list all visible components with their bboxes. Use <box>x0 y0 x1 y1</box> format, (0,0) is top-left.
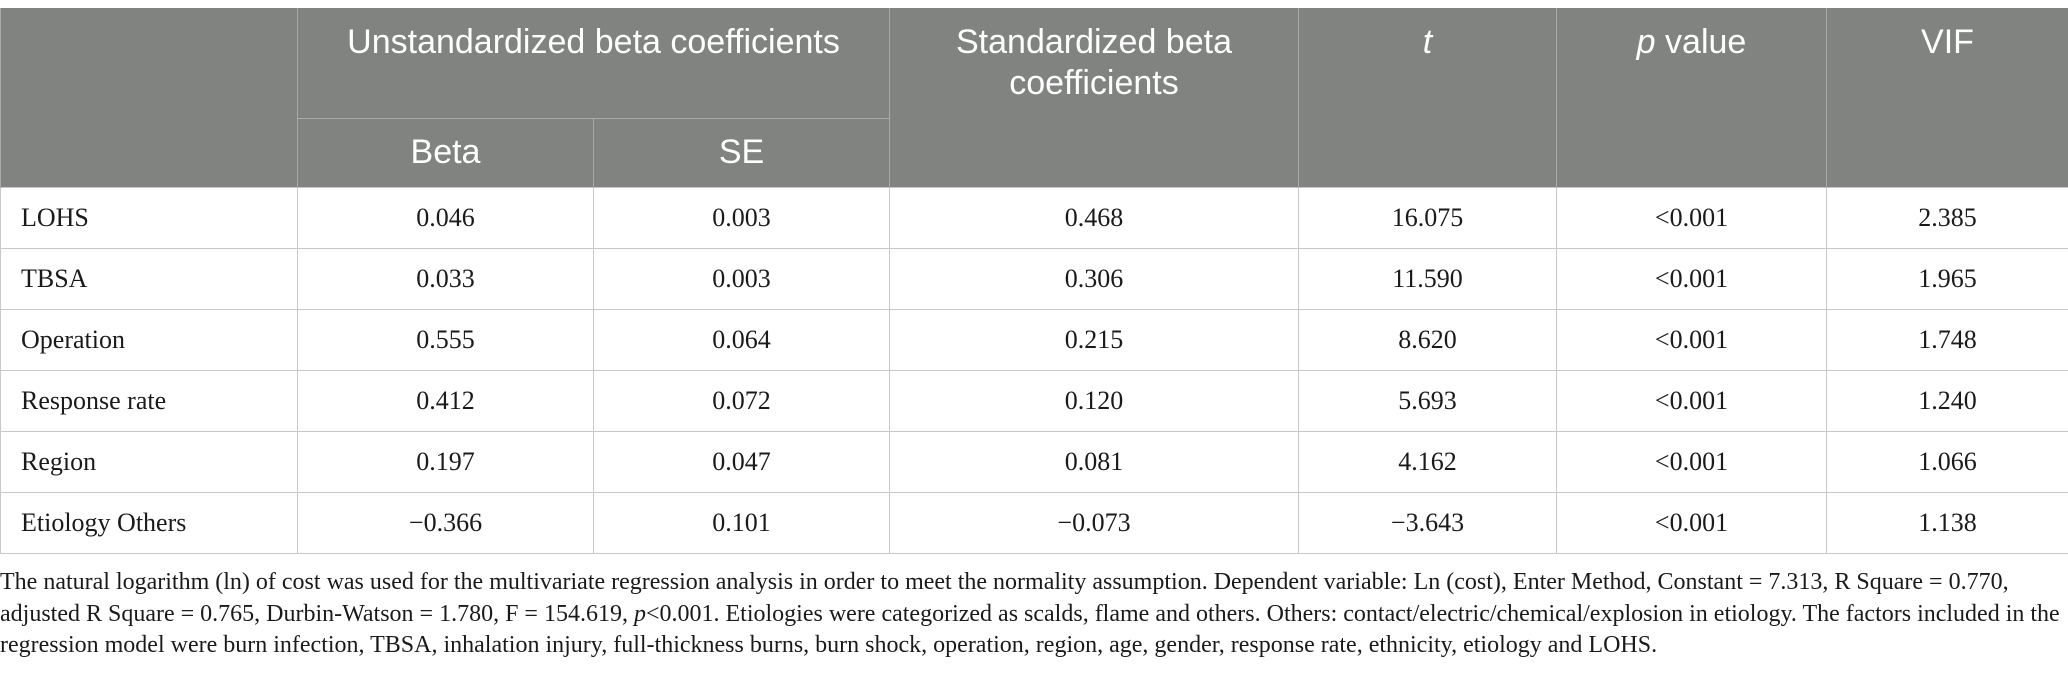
cell-standardized: 0.120 <box>889 369 1299 432</box>
footnote-p-italic: p <box>633 600 646 627</box>
cell-beta: −0.366 <box>297 491 594 554</box>
cell-p: <0.001 <box>1556 430 1827 493</box>
cell-vif: 1.066 <box>1826 430 2068 493</box>
cell-se: 0.003 <box>593 186 890 249</box>
cell-vif: 1.965 <box>1826 247 2068 310</box>
row-label: Operation <box>0 308 298 371</box>
cell-se: 0.047 <box>593 430 890 493</box>
cell-p: <0.001 <box>1556 491 1827 554</box>
row-label: Region <box>0 430 298 493</box>
table-row: Etiology Others −0.366 0.101 −0.073 −3.6… <box>0 491 2068 554</box>
cell-vif: 1.138 <box>1826 491 2068 554</box>
cell-vif: 2.385 <box>1826 186 2068 249</box>
cell-beta: 0.555 <box>297 308 594 371</box>
cell-t: 5.693 <box>1298 369 1557 432</box>
footnote-text: The natural logarithm (ln) of cost was u… <box>0 567 2068 662</box>
header-t-label: t <box>1422 23 1433 61</box>
table-row: LOHS 0.046 0.003 0.468 16.075 <0.001 2.3… <box>0 186 2068 249</box>
regression-table-container: Unstandardized beta coefficients Standar… <box>0 8 2068 554</box>
header-p-italic: p <box>1636 23 1656 61</box>
cell-beta: 0.197 <box>297 430 594 493</box>
row-label: Etiology Others <box>0 491 298 554</box>
cell-p: <0.001 <box>1556 247 1827 310</box>
header-corner-cell <box>0 8 298 187</box>
cell-vif: 1.748 <box>1826 308 2068 371</box>
table-footnote: The natural logarithm (ln) of cost was u… <box>0 567 2068 662</box>
cell-t: 4.162 <box>1298 430 1557 493</box>
table-header: Unstandardized beta coefficients Standar… <box>0 8 2068 187</box>
cell-p: <0.001 <box>1556 369 1827 432</box>
header-p-rest: value <box>1655 23 1747 61</box>
cell-standardized: 0.468 <box>889 186 1299 249</box>
header-standardized: Standardized beta coefficients <box>889 8 1299 187</box>
table-row: Response rate 0.412 0.072 0.120 5.693 <0… <box>0 369 2068 432</box>
header-se: SE <box>593 117 890 187</box>
cell-beta: 0.412 <box>297 369 594 432</box>
table-row: Region 0.197 0.047 0.081 4.162 <0.001 1.… <box>0 430 2068 493</box>
cell-p: <0.001 <box>1556 186 1827 249</box>
row-label: Response rate <box>0 369 298 432</box>
cell-standardized: 0.081 <box>889 430 1299 493</box>
cell-t: 8.620 <box>1298 308 1557 371</box>
header-beta: Beta <box>297 117 594 187</box>
header-unstandardized: Unstandardized beta coefficients <box>297 8 890 118</box>
header-p-value: p value <box>1556 8 1827 187</box>
footnote-part1: The natural logarithm (ln) of cost was u… <box>0 569 2009 627</box>
cell-beta: 0.033 <box>297 247 594 310</box>
cell-t: 11.590 <box>1298 247 1557 310</box>
cell-beta: 0.046 <box>297 186 594 249</box>
row-label: LOHS <box>0 186 298 249</box>
regression-table: Unstandardized beta coefficients Standar… <box>0 8 2068 554</box>
cell-p: <0.001 <box>1556 308 1827 371</box>
header-t: t <box>1298 8 1557 187</box>
table-body: LOHS 0.046 0.003 0.468 16.075 <0.001 2.3… <box>0 186 2068 554</box>
cell-standardized: 0.306 <box>889 247 1299 310</box>
cell-t: −3.643 <box>1298 491 1557 554</box>
cell-standardized: −0.073 <box>889 491 1299 554</box>
cell-se: 0.003 <box>593 247 890 310</box>
cell-t: 16.075 <box>1298 186 1557 249</box>
cell-se: 0.101 <box>593 491 890 554</box>
cell-vif: 1.240 <box>1826 369 2068 432</box>
table-row: TBSA 0.033 0.003 0.306 11.590 <0.001 1.9… <box>0 247 2068 310</box>
footnote-part2: <0.001. Etiologies were categorized as s… <box>0 600 2060 659</box>
header-vif: VIF <box>1826 8 2068 187</box>
row-label: TBSA <box>0 247 298 310</box>
cell-se: 0.072 <box>593 369 890 432</box>
cell-standardized: 0.215 <box>889 308 1299 371</box>
table-row: Operation 0.555 0.064 0.215 8.620 <0.001… <box>0 308 2068 371</box>
cell-se: 0.064 <box>593 308 890 371</box>
